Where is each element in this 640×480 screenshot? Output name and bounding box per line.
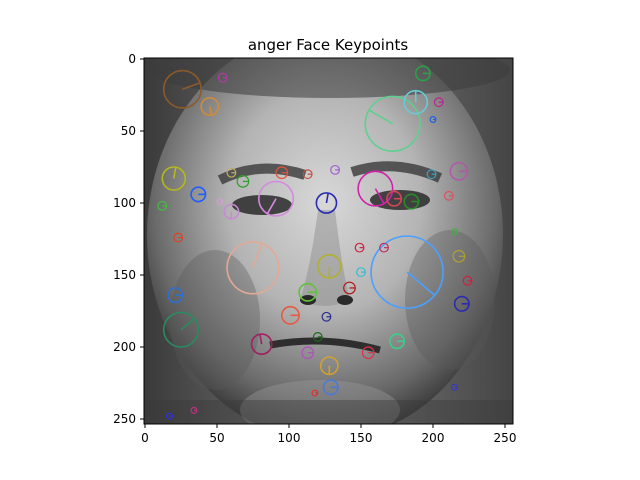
keypoint: [315, 192, 338, 214]
keypoint: [451, 228, 459, 236]
keypoint: [161, 166, 187, 191]
y-tick-label: 250: [113, 412, 136, 426]
keypoint: [317, 254, 342, 279]
keypoint: [426, 169, 437, 180]
keypoint: [449, 161, 469, 181]
x-tick-label: 100: [278, 431, 301, 445]
keypoint: [157, 200, 168, 211]
keypoint: [162, 311, 200, 348]
keypoint: [330, 164, 340, 175]
keypoint: [226, 167, 237, 178]
keypoint: [312, 332, 323, 342]
keypoint: [343, 281, 356, 295]
keypoint: [167, 287, 184, 304]
x-tick-label: 0: [141, 431, 149, 445]
keypoint: [250, 333, 273, 356]
y-tick-label: 50: [121, 124, 136, 138]
keypoint: [364, 95, 421, 152]
y-axis: 0 50 100 150 200 250: [113, 52, 144, 426]
keypoint: [452, 249, 466, 263]
keypoint: [311, 389, 319, 397]
x-tick-label: 50: [209, 431, 224, 445]
keypoint: [462, 275, 473, 286]
keypoint: [414, 65, 431, 82]
keypoint: [217, 72, 228, 83]
keypoint: [257, 180, 295, 217]
keypoint: [298, 282, 318, 302]
keypoint: [223, 203, 240, 220]
y-tick-label: 100: [113, 196, 136, 210]
keypoint: [319, 356, 339, 376]
keypoint: [451, 383, 459, 391]
keypoint: [379, 242, 389, 253]
keypoint: [403, 89, 429, 115]
keypoint: [301, 346, 315, 360]
y-tick-label: 150: [113, 268, 136, 282]
x-tick-label: 250: [494, 431, 517, 445]
keypoint: [226, 241, 280, 295]
x-tick-label: 150: [350, 431, 373, 445]
keypoint: [321, 311, 332, 322]
x-tick-label: 200: [422, 431, 445, 445]
keypoint: [433, 97, 444, 108]
keypoint: [356, 267, 366, 278]
keypoint: [190, 406, 198, 414]
plot-frame: [143, 57, 514, 425]
keypoint: [216, 198, 224, 206]
keypoint: [453, 295, 470, 312]
keypoint: [236, 175, 250, 188]
x-axis: 0 50 100 150 200 250: [141, 424, 516, 445]
keypoint: [443, 190, 454, 201]
keypoint: [302, 169, 313, 180]
keypoint: [190, 186, 207, 203]
chart-title: anger Face Keypoints: [248, 36, 409, 54]
keypoint: [173, 232, 184, 243]
keypoint: [388, 333, 405, 350]
keypoint: [361, 346, 375, 360]
keypoint: [429, 116, 437, 123]
y-tick-label: 0: [128, 52, 136, 66]
y-tick-label: 200: [113, 340, 136, 354]
keypoint: [165, 412, 173, 420]
keypoint: [386, 190, 403, 207]
keypoint: [280, 305, 300, 325]
keypoint: [357, 170, 394, 207]
keypoint: [354, 242, 365, 253]
keypoint-layer: [157, 65, 473, 420]
keypoint: [403, 193, 420, 210]
keypoint: [322, 379, 339, 396]
keypoint: [370, 235, 444, 309]
keypoint: [275, 166, 289, 180]
keypoint: [162, 69, 202, 109]
keypoint: [200, 97, 220, 116]
face-image: [144, 58, 513, 424]
